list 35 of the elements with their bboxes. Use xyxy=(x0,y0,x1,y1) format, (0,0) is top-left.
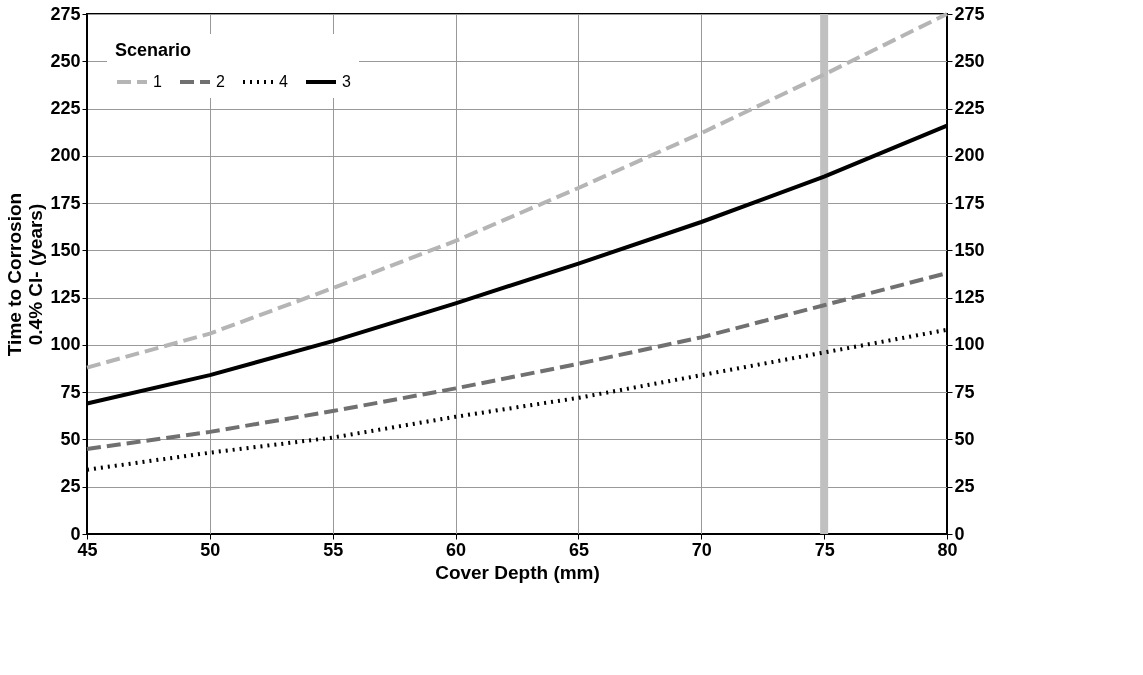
x-axis-title: Cover Depth (mm) xyxy=(435,561,600,583)
y2-tick-label: 100 xyxy=(954,334,985,355)
legend-title: Scenario xyxy=(115,40,192,60)
y-tick-label: 150 xyxy=(50,239,81,260)
y-tick-label: 75 xyxy=(60,381,81,402)
y-tick-label: 100 xyxy=(50,334,81,355)
legend-label: 3 xyxy=(342,73,351,90)
x-tick-label: 75 xyxy=(814,539,835,560)
y2-tick-label: 75 xyxy=(954,381,975,402)
x-tick-label: 60 xyxy=(446,539,467,560)
legend-label: 4 xyxy=(279,73,288,90)
y2-tick-label: 150 xyxy=(954,239,985,260)
y-tick-label: 275 xyxy=(50,3,81,24)
y2-tick-label: 175 xyxy=(954,192,985,213)
y2-tick-label: 50 xyxy=(954,428,975,449)
legend-label: 2 xyxy=(216,73,225,90)
y2-tick-label: 125 xyxy=(954,287,985,308)
y2-tick-label: 25 xyxy=(954,476,975,497)
y-tick-label: 175 xyxy=(50,192,81,213)
y2-tick-label: 200 xyxy=(954,145,985,166)
y-tick-label: 125 xyxy=(50,287,81,308)
y-tick-label: 250 xyxy=(50,50,81,71)
y-tick-label: 50 xyxy=(60,428,81,449)
x-tick-label: 55 xyxy=(323,539,344,560)
y-tick-label: 25 xyxy=(60,476,81,497)
x-tick-label: 70 xyxy=(691,539,712,560)
y-axis-title: Time to Corrosion 0.4% Cl- (years) xyxy=(4,192,47,357)
y-tick-label: 225 xyxy=(50,98,81,119)
legend-label: 1 xyxy=(153,73,162,90)
x-tick-label: 65 xyxy=(568,539,589,560)
x-tick-label: 50 xyxy=(200,539,221,560)
y2-tick-label: 225 xyxy=(954,98,985,119)
y-tick-label: 200 xyxy=(50,145,81,166)
y2-tick-label: 250 xyxy=(954,50,985,71)
y2-tick-label: 275 xyxy=(954,3,985,24)
